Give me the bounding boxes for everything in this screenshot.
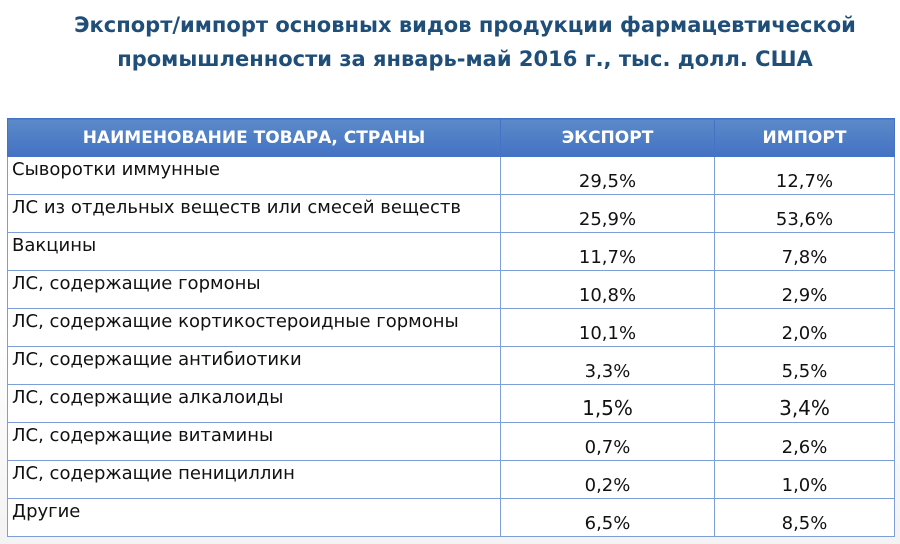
export-value: 29,5% <box>500 156 715 195</box>
product-name: ЛС, содержащие гормоны <box>7 270 501 309</box>
table-row: ЛС из отдельных веществ или смесей вещес… <box>7 194 895 233</box>
import-value: 2,6% <box>714 422 895 461</box>
import-value: 8,5% <box>714 498 895 537</box>
import-value: 12,7% <box>714 156 895 195</box>
product-name: ЛС, содержащие кортикостероидные гормоны <box>7 308 501 347</box>
table-row: Другие 6,5% 8,5% <box>7 498 895 537</box>
table-row: ЛС, содержащие гормоны 10,8% 2,9% <box>7 270 895 309</box>
header-export: ЭКСПОРТ <box>500 118 715 157</box>
import-value: 2,0% <box>714 308 895 347</box>
export-value: 0,7% <box>500 422 715 461</box>
import-value: 53,6% <box>714 194 895 233</box>
product-name: Другие <box>7 498 501 537</box>
table-row: ЛС, содержащие алкалоиды 1,5% 3,4% <box>7 384 895 423</box>
page-title: Экспорт/импорт основных видов продукции … <box>40 8 890 76</box>
import-value: 3,4% <box>714 384 895 423</box>
product-name: ЛС из отдельных веществ или смесей вещес… <box>7 194 501 233</box>
table-row: ЛС, содержащие витамины 0,7% 2,6% <box>7 422 895 461</box>
import-value: 5,5% <box>714 346 895 385</box>
export-value: 6,5% <box>500 498 715 537</box>
export-value: 11,7% <box>500 232 715 271</box>
export-value: 1,5% <box>500 384 715 423</box>
product-name: ЛС, содержащие витамины <box>7 422 501 461</box>
table-row: Сыворотки иммунные 29,5% 12,7% <box>7 156 895 195</box>
product-name: ЛС, содержащие алкалоиды <box>7 384 501 423</box>
import-value: 2,9% <box>714 270 895 309</box>
table-row: ЛС, содержащие кортикостероидные гормоны… <box>7 308 895 347</box>
table-row: Вакцины 11,7% 7,8% <box>7 232 895 271</box>
title-line-1: Экспорт/импорт основных видов продукции … <box>74 13 856 37</box>
header-product: НАИМЕНОВАНИЕ ТОВАРА, СТРАНЫ <box>7 118 501 157</box>
export-value: 25,9% <box>500 194 715 233</box>
product-name: ЛС, содержащие пенициллин <box>7 460 501 499</box>
product-name: ЛС, содержащие антибиотики <box>7 346 501 385</box>
table-row: ЛС, содержащие пенициллин 0,2% 1,0% <box>7 460 895 499</box>
product-name: Вакцины <box>7 232 501 271</box>
header-import: ИМПОРТ <box>714 118 895 157</box>
table-row: ЛС, содержащие антибиотики 3,3% 5,5% <box>7 346 895 385</box>
trade-table: НАИМЕНОВАНИЕ ТОВАРА, СТРАНЫ ЭКСПОРТ ИМПО… <box>7 118 895 537</box>
title-line-2: промышленности за январь-май 2016 г., ты… <box>117 47 813 71</box>
import-value: 1,0% <box>714 460 895 499</box>
header-row: НАИМЕНОВАНИЕ ТОВАРА, СТРАНЫ ЭКСПОРТ ИМПО… <box>7 118 895 157</box>
product-name: Сыворотки иммунные <box>7 156 501 195</box>
export-value: 3,3% <box>500 346 715 385</box>
export-value: 10,1% <box>500 308 715 347</box>
export-value: 10,8% <box>500 270 715 309</box>
import-value: 7,8% <box>714 232 895 271</box>
export-value: 0,2% <box>500 460 715 499</box>
